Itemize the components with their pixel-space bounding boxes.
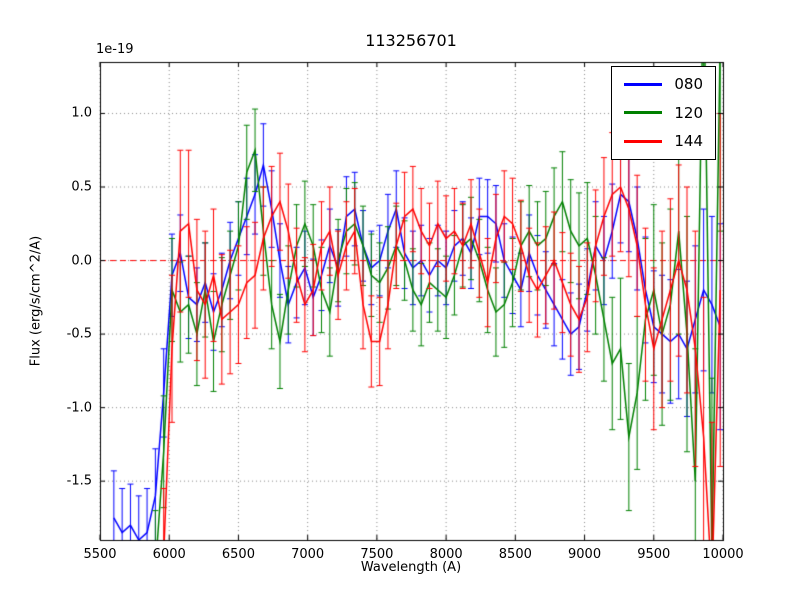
y-axis-label: Flux (erg/s/cm^2/A) [28,235,44,367]
y-tick-label: -0.5 [66,326,92,342]
chart-title: 113256701 [365,31,457,50]
legend-label: 120 [674,103,703,122]
legend-line-sample [624,111,663,115]
y-tick-label: 1.0 [71,105,92,121]
x-tick-label: 5500 [83,547,117,562]
y-tick-label: -1.5 [66,473,92,489]
legend-label: 144 [674,132,703,150]
x-tick-label: 6000 [152,547,186,562]
legend-line-sample [624,82,663,86]
y-axis-offset-label: 1e-19 [96,42,134,57]
x-tick-label: 9000 [568,547,602,562]
x-tick-label: 7500 [360,547,394,562]
x-tick-label: 10000 [702,547,744,562]
legend-row: 080 [624,76,703,93]
legend-line-sample [624,139,663,143]
x-tick-label: 7000 [291,547,325,562]
x-tick-label: 9500 [637,547,671,562]
legend: 080 120 144 [611,66,716,160]
legend-label: 080 [674,75,703,93]
x-tick-label: 8000 [429,547,463,562]
y-tick-label: -1.0 [66,400,92,416]
legend-row: 144 [624,133,703,150]
y-tick-label: 0.0 [71,253,92,269]
legend-row: 120 [624,103,703,122]
x-tick-label: 8500 [498,547,532,562]
y-tick-label: 0.5 [71,179,92,195]
x-tick-label: 6500 [221,547,255,562]
x-axis-label: Wavelength (A) [360,560,462,575]
